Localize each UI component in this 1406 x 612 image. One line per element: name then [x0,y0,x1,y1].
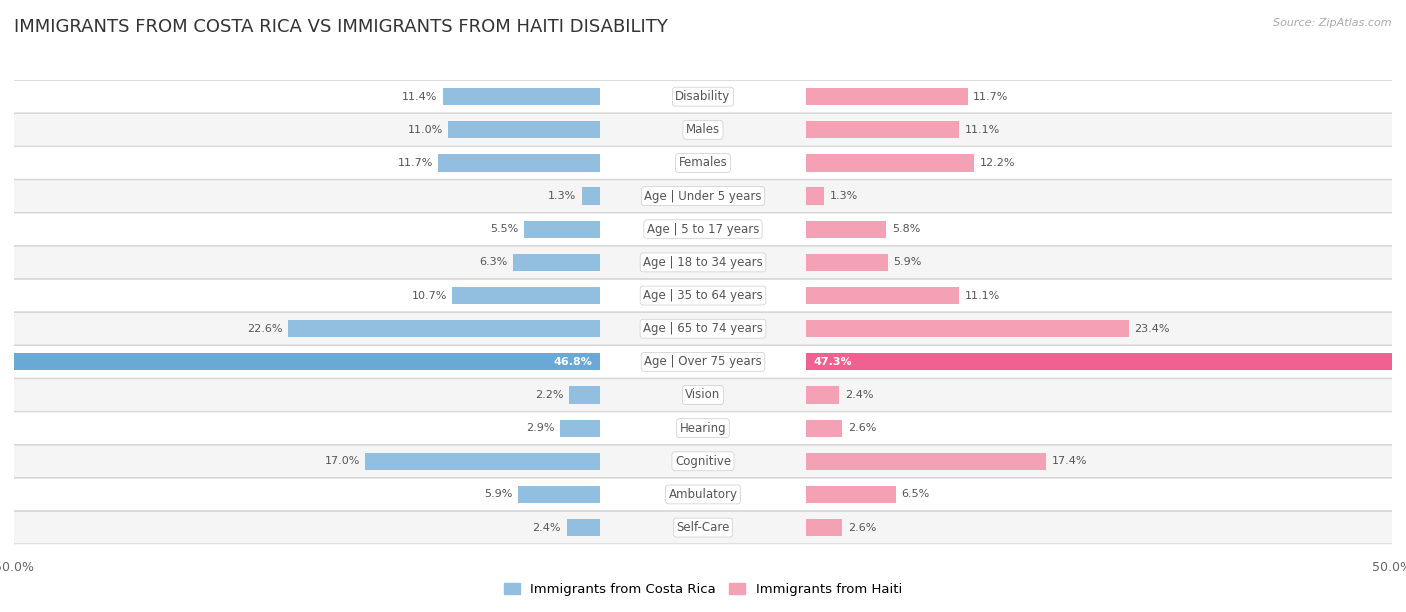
Text: Hearing: Hearing [679,422,727,435]
Text: 5.9%: 5.9% [893,258,921,267]
Text: Age | 65 to 74 years: Age | 65 to 74 years [643,322,763,335]
FancyBboxPatch shape [7,478,1399,510]
Text: Age | 18 to 34 years: Age | 18 to 34 years [643,256,763,269]
FancyBboxPatch shape [7,512,1399,544]
FancyBboxPatch shape [7,180,1399,212]
Bar [366,453,599,470]
Bar [807,88,967,105]
Text: 6.5%: 6.5% [901,490,929,499]
Bar [569,386,599,404]
Bar [0,353,599,370]
Text: Source: ZipAtlas.com: Source: ZipAtlas.com [1274,18,1392,28]
Text: 17.0%: 17.0% [325,457,360,466]
Text: 11.1%: 11.1% [965,125,1000,135]
Text: 11.0%: 11.0% [408,125,443,135]
Text: 5.9%: 5.9% [485,490,513,499]
Text: 47.3%: 47.3% [813,357,852,367]
FancyBboxPatch shape [7,147,1399,179]
Text: Age | 5 to 17 years: Age | 5 to 17 years [647,223,759,236]
Bar [807,453,1046,470]
Text: 10.7%: 10.7% [412,291,447,300]
FancyBboxPatch shape [7,346,1399,378]
Text: Self-Care: Self-Care [676,521,730,534]
Bar [524,220,599,238]
Legend: Immigrants from Costa Rica, Immigrants from Haiti: Immigrants from Costa Rica, Immigrants f… [499,578,907,602]
Text: 46.8%: 46.8% [554,357,593,367]
FancyBboxPatch shape [7,445,1399,477]
Text: Age | Over 75 years: Age | Over 75 years [644,356,762,368]
Bar [807,353,1406,370]
Text: 2.6%: 2.6% [848,423,876,433]
Text: 11.1%: 11.1% [965,291,1000,300]
Text: 2.6%: 2.6% [848,523,876,532]
Bar [288,320,599,337]
Text: 5.8%: 5.8% [891,224,920,234]
Text: Disability: Disability [675,90,731,103]
FancyBboxPatch shape [7,279,1399,312]
Bar [439,154,599,171]
Text: 1.3%: 1.3% [830,191,858,201]
Text: 2.4%: 2.4% [533,523,561,532]
FancyBboxPatch shape [7,114,1399,146]
Bar [513,254,599,271]
Text: 17.4%: 17.4% [1052,457,1087,466]
Text: 22.6%: 22.6% [247,324,283,334]
Text: 2.2%: 2.2% [536,390,564,400]
Bar [807,386,839,404]
FancyBboxPatch shape [7,379,1399,411]
Text: 12.2%: 12.2% [980,158,1015,168]
Text: Males: Males [686,123,720,136]
Bar [443,88,599,105]
Bar [807,121,959,138]
Text: 5.5%: 5.5% [491,224,519,234]
Bar [807,486,896,503]
Bar [582,187,599,204]
Bar [807,154,974,171]
Text: Females: Females [679,157,727,170]
Text: 2.4%: 2.4% [845,390,873,400]
Text: Vision: Vision [685,389,721,401]
Bar [567,519,599,536]
FancyBboxPatch shape [7,412,1399,444]
Text: 1.3%: 1.3% [548,191,576,201]
Bar [807,519,842,536]
FancyBboxPatch shape [7,246,1399,278]
Text: 6.3%: 6.3% [479,258,508,267]
Bar [807,320,1129,337]
FancyBboxPatch shape [7,213,1399,245]
Text: IMMIGRANTS FROM COSTA RICA VS IMMIGRANTS FROM HAITI DISABILITY: IMMIGRANTS FROM COSTA RICA VS IMMIGRANTS… [14,18,668,36]
FancyBboxPatch shape [7,80,1399,113]
Bar [453,287,599,304]
Text: 23.4%: 23.4% [1135,324,1170,334]
Text: Cognitive: Cognitive [675,455,731,468]
Bar [807,254,887,271]
Text: Age | 35 to 64 years: Age | 35 to 64 years [643,289,763,302]
Bar [449,121,599,138]
Text: 11.7%: 11.7% [398,158,433,168]
Bar [807,420,842,437]
Bar [807,187,824,204]
Bar [807,220,886,238]
Text: 2.9%: 2.9% [526,423,554,433]
Bar [519,486,599,503]
Text: 11.7%: 11.7% [973,92,1008,102]
FancyBboxPatch shape [7,313,1399,345]
Text: Age | Under 5 years: Age | Under 5 years [644,190,762,203]
Text: 11.4%: 11.4% [402,92,437,102]
Text: Ambulatory: Ambulatory [668,488,738,501]
Bar [807,287,959,304]
Bar [560,420,599,437]
